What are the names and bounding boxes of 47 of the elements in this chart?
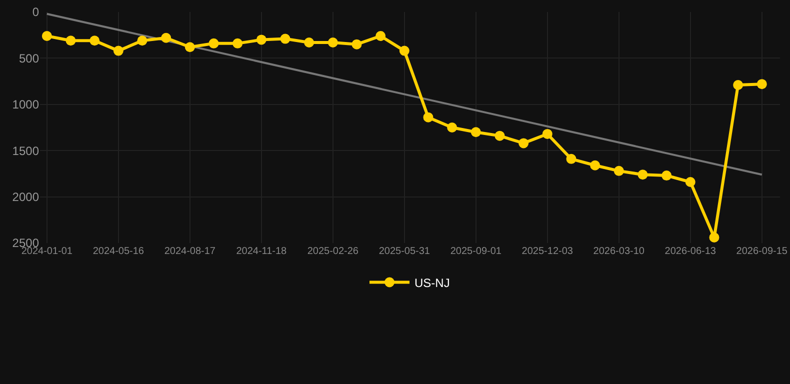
point — [590, 160, 600, 170]
point — [733, 80, 744, 90]
point — [447, 122, 458, 132]
point — [137, 36, 148, 46]
x-tick-label: 2024-08-17 — [164, 246, 216, 257]
point — [685, 177, 696, 188]
point — [470, 127, 481, 138]
x-tick-label: 2026-06-13 — [664, 246, 716, 257]
x-tick-label: 2026-09-15 — [736, 246, 788, 257]
point — [42, 31, 52, 42]
point — [113, 46, 124, 56]
point — [352, 39, 362, 50]
point — [494, 130, 505, 141]
point — [161, 32, 172, 43]
point — [66, 36, 76, 46]
y-tick-label: 500 — [18, 51, 40, 66]
x-tick-label: 2024-11-18 — [236, 246, 288, 257]
point — [184, 42, 195, 52]
x-tick-label: 2025-12-03 — [522, 246, 574, 257]
point — [399, 46, 410, 56]
y-tick-label: 0 — [32, 5, 40, 20]
point — [756, 79, 767, 90]
point — [638, 170, 648, 180]
y-tick-label: 2000 — [12, 190, 40, 204]
point — [280, 34, 290, 44]
point — [376, 31, 386, 42]
legend-label: US-NJ — [414, 276, 450, 290]
point — [423, 112, 434, 122]
x-tick-label: 2026-03-10 — [593, 246, 645, 257]
point — [542, 128, 552, 139]
point — [709, 232, 720, 242]
point — [614, 166, 624, 176]
x-tick-label: 2024-05-16 — [92, 246, 144, 257]
point — [566, 154, 576, 164]
x-tick-label: 2025-09-01 — [450, 246, 502, 257]
x-tick-label: 2025-02-26 — [307, 246, 359, 257]
y-tick-label: 1500 — [12, 144, 40, 158]
point — [256, 34, 266, 45]
point — [328, 37, 338, 48]
point — [304, 37, 314, 48]
point — [662, 170, 672, 181]
x-tick-label: 2025-05-31 — [378, 246, 430, 257]
point — [90, 36, 100, 46]
y-tick-label: 1000 — [12, 98, 40, 112]
point — [208, 38, 219, 48]
point — [518, 138, 529, 148]
point — [232, 38, 243, 48]
